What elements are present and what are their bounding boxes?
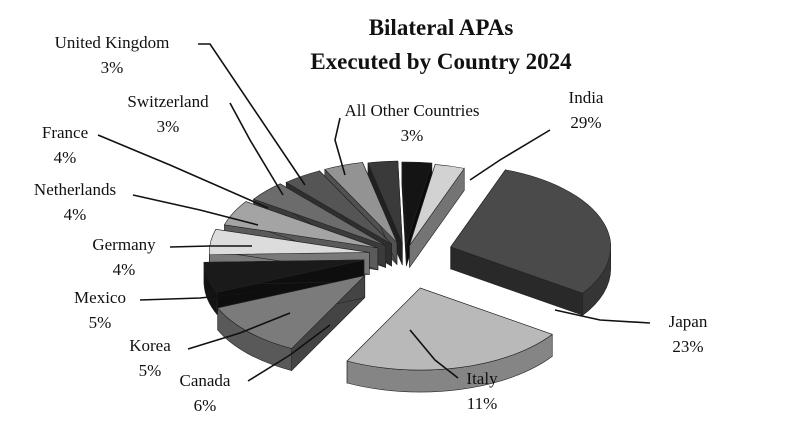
leader-line-italy bbox=[409, 329, 459, 379]
leader-line-netherlands bbox=[132, 194, 259, 226]
slice-value-all-other-countries: 3% bbox=[401, 126, 424, 145]
slice-label-germany: Germany bbox=[92, 235, 156, 254]
leader-line-germany bbox=[169, 245, 252, 248]
leader-line-mexico bbox=[139, 291, 259, 301]
slice-value-italy: 11% bbox=[467, 394, 498, 413]
slice-label-india: India bbox=[569, 88, 604, 107]
slice-value-netherlands: 4% bbox=[64, 205, 87, 224]
slice-label-united-kingdom: United Kingdom bbox=[55, 33, 170, 52]
slice-value-india: 29% bbox=[570, 113, 601, 132]
slice-value-germany: 4% bbox=[113, 260, 136, 279]
leader-line-india bbox=[469, 129, 551, 181]
pie-slice-italy bbox=[217, 274, 366, 372]
pie-slice-japan bbox=[346, 287, 553, 393]
slice-labels: India 29% Japan 23% Italy 11% Canada 6% Korea 5% M… bbox=[34, 33, 708, 415]
leader-line-japan bbox=[554, 309, 651, 324]
slice-value-united-kingdom: 3% bbox=[101, 58, 124, 77]
slice-value-japan: 23% bbox=[672, 337, 703, 356]
slice-label-korea: Korea bbox=[129, 336, 171, 355]
slice-value-canada: 6% bbox=[194, 396, 217, 415]
slice-value-korea: 5% bbox=[139, 361, 162, 380]
slice-value-mexico: 5% bbox=[89, 313, 112, 332]
slice-label-france: France bbox=[42, 123, 88, 142]
slice-label-netherlands: Netherlands bbox=[34, 180, 116, 199]
chart-title-line-1: Bilateral APAs bbox=[369, 15, 514, 40]
pie-slice-india bbox=[450, 168, 612, 316]
leader-lines bbox=[97, 43, 651, 382]
leader-line-france bbox=[97, 134, 269, 209]
pie-slice-canada bbox=[203, 259, 365, 316]
leader-line-canada bbox=[247, 324, 331, 382]
leader-line-all-other-countries bbox=[334, 117, 346, 176]
slice-label-mexico: Mexico bbox=[74, 288, 126, 307]
chart-title-line-2: Executed by Country 2024 bbox=[310, 49, 572, 74]
slice-value-switzerland: 3% bbox=[157, 117, 180, 136]
pie-slice-all-other-countries bbox=[409, 164, 465, 269]
slice-label-canada: Canada bbox=[180, 371, 231, 390]
slice-label-italy: Italy bbox=[466, 369, 498, 388]
slice-value-france: 4% bbox=[54, 148, 77, 167]
leader-line-switzerland bbox=[229, 102, 284, 196]
slice-label-japan: Japan bbox=[669, 312, 708, 331]
slice-label-all-other-countries: All Other Countries bbox=[344, 101, 479, 120]
pie-slices bbox=[203, 160, 612, 393]
leader-line-united-kingdom bbox=[198, 43, 306, 186]
leader-line-korea bbox=[187, 312, 291, 350]
slice-label-switzerland: Switzerland bbox=[127, 92, 209, 111]
